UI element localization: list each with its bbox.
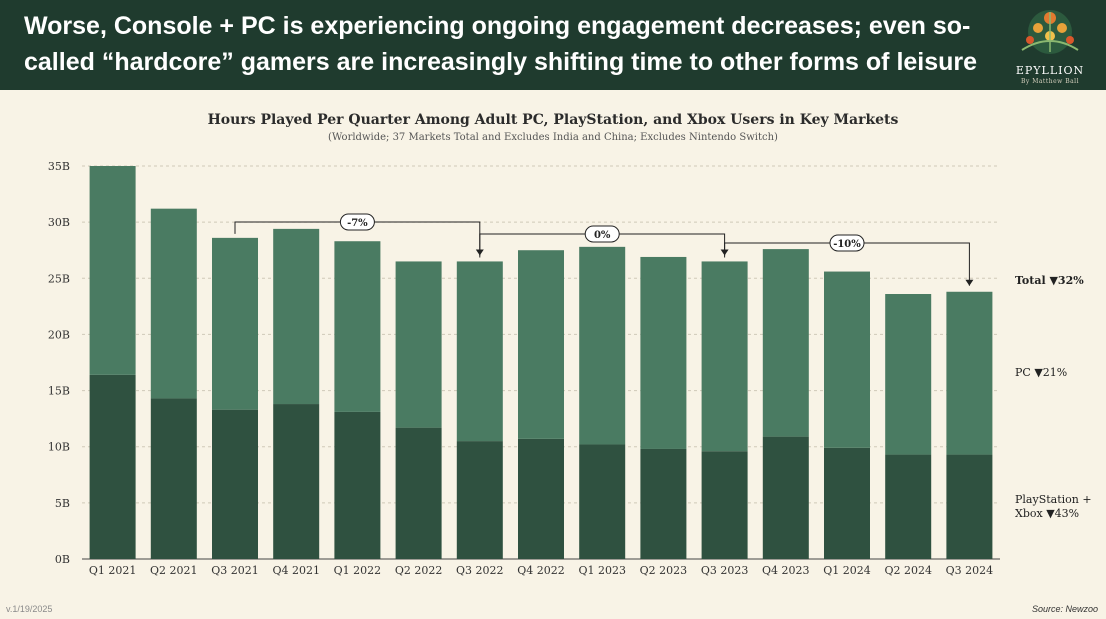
bar-console [640, 448, 687, 559]
bar-pc [885, 294, 932, 455]
header-banner: Worse, Console + PC is experiencing ongo… [0, 0, 1106, 90]
right-labels: Total ▼32% PC ▼21% PlayStation +Xbox ▼43% [1015, 274, 1092, 520]
bar-console [885, 454, 932, 559]
x-tick-label: Q1 2021 [89, 564, 137, 577]
series-end-label: PlayStation + [1015, 493, 1092, 506]
x-tick-label: Q3 2024 [946, 564, 994, 577]
bar-console [212, 409, 258, 559]
x-tick-label: Q4 2022 [517, 564, 565, 577]
x-tick-label: Q3 2021 [211, 564, 259, 577]
bar-pc [640, 256, 687, 449]
series-end-label: Xbox ▼43% [1015, 507, 1079, 520]
change-label: -7% [347, 218, 368, 229]
bar-pc [518, 250, 564, 439]
bar-console [395, 427, 442, 559]
bar-console [334, 411, 381, 559]
y-tick-label: 0B [55, 553, 70, 566]
x-tick-label: Q2 2024 [884, 564, 932, 577]
bar-console [579, 444, 626, 559]
change-pill [339, 213, 375, 231]
arrow-head [965, 279, 974, 286]
change-label: -10% [833, 239, 861, 250]
logo-byline: By Matthew Ball [1020, 78, 1080, 85]
bar-pc [456, 261, 503, 442]
x-tick-label: Q4 2023 [762, 564, 810, 577]
stacked-bar-chart: 0B 5B 10B 15B 20B 25B 30B 35B Q1 2021 Q2 2021 Q3 … [48, 160, 1092, 577]
change-pill [584, 225, 620, 243]
bar-pc [89, 166, 136, 375]
change-annotations: -7% 0% -10% [234, 213, 974, 286]
bar-pc [273, 228, 320, 405]
y-tick-label: 10B [48, 441, 70, 454]
y-tick-label: 5B [55, 497, 70, 510]
bar-pc [762, 249, 809, 437]
x-tick-label: Q4 2021 [272, 564, 320, 577]
bar-pc [395, 261, 442, 428]
bar-pc [212, 237, 258, 410]
x-tick-label: Q2 2021 [150, 564, 198, 577]
chart-subtitle: (Worldwide; 37 Markets Total and Exclude… [328, 132, 778, 143]
logo-name: EPYLLION [1015, 64, 1085, 77]
bar-console [150, 398, 197, 559]
bar-pc [579, 246, 626, 445]
y-tick-label: 35B [48, 160, 70, 173]
bar-pc [150, 208, 197, 399]
bar-console [456, 441, 503, 559]
series-end-label: Total ▼32% [1015, 274, 1084, 287]
bar-console [518, 438, 564, 559]
y-tick-label: 15B [48, 385, 70, 398]
bar-console [946, 454, 993, 559]
bar-pc [701, 261, 748, 452]
bar-console [701, 451, 748, 559]
epyllion-floral-logo-icon [1021, 10, 1079, 54]
bar-pc [824, 271, 870, 448]
bar-console [762, 436, 809, 559]
bar-console [273, 404, 320, 559]
x-tick-label: Q1 2024 [823, 564, 871, 577]
bars [89, 166, 993, 559]
x-tick-label: Q3 2023 [701, 564, 749, 577]
page-title: Worse, Console + PC is experiencing ongo… [24, 12, 978, 76]
x-tick-label: Q2 2023 [640, 564, 688, 577]
source-label: Source: Newzoo [1031, 604, 1098, 614]
bar-console [89, 374, 136, 559]
x-axis: Q1 2021 Q2 2021 Q3 2021 Q4 2021 Q1 2022 Q2 20… [89, 564, 993, 577]
version-label: v.1/19/2025 [6, 604, 53, 614]
x-tick-label: Q3 2022 [456, 564, 504, 577]
bar-pc [946, 291, 993, 455]
bar-pc [334, 241, 381, 412]
x-tick-label: Q1 2022 [334, 564, 382, 577]
change-pill [829, 234, 865, 252]
change-label: 0% [594, 230, 611, 241]
y-tick-label: 20B [48, 328, 70, 341]
chart-title: Hours Played Per Quarter Among Adult PC,… [207, 112, 899, 128]
series-end-label: PC ▼21% [1015, 366, 1067, 379]
x-tick-label: Q1 2023 [578, 564, 626, 577]
bar-console [824, 447, 870, 559]
x-tick-label: Q2 2022 [395, 564, 443, 577]
y-tick-label: 25B [48, 272, 70, 285]
y-tick-label: 30B [48, 216, 70, 229]
